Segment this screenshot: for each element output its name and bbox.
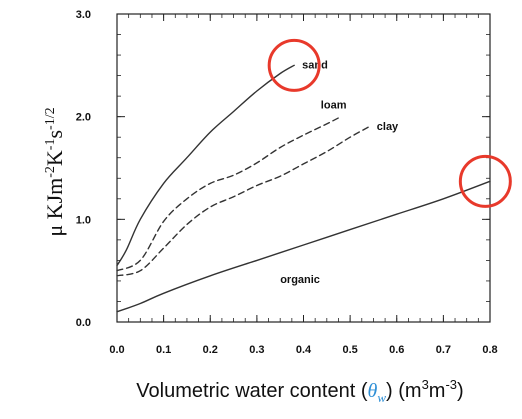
x-label-theta-sub: w [377,390,386,405]
y-label-exp3: -1/2 [43,107,58,130]
series-line-organic [116,180,491,313]
y-label-exp2: -1 [43,139,58,151]
x-label-suffix: ) (m [386,380,422,402]
y-label-exp1: -2 [43,166,58,178]
x-label-unit-mid: m [429,380,446,402]
y-label-k: K [42,150,67,166]
x-label-prefix: Volumetric water content ( [136,380,368,402]
x-label-unit-close: ) [457,380,464,402]
x-tick-label: 0.5 [342,344,357,356]
series-line-sand [116,64,295,267]
x-label-unit-exp2: -3 [445,377,457,392]
x-axis-label: Volumetric water content (θw) (m3m-3) [136,377,463,405]
series-label-organic: organic [280,274,320,286]
x-tick-label: 0.2 [203,344,218,356]
y-tick-label: 0.0 [76,317,91,329]
x-tick-label: 0.0 [109,344,124,356]
x-tick-label: 0.6 [389,344,404,356]
highlight-circle-sand [267,38,321,92]
series-label-clay: clay [377,121,399,133]
x-tick-label: 0.7 [436,344,451,356]
y-axis-label: μ KJm-2K-1s-1/2 [42,107,67,236]
series-label-loam: loam [321,100,347,112]
series-label-sand: sand [302,59,328,71]
y-tick-label: 2.0 [76,112,91,124]
y-label-s: s [42,130,67,139]
series-line-loam [116,116,342,272]
y-label-prefix: μ KJm [42,178,67,237]
highlight-circle-organic [458,154,512,208]
x-label-unit-exp1: 3 [422,377,429,392]
x-tick-label: 0.4 [296,344,312,356]
y-tick-label: 1.0 [76,214,91,226]
x-label-theta: θ [368,380,378,402]
y-tick-label: 3.0 [76,9,91,21]
x-tick-label: 0.8 [482,344,497,356]
x-tick-label: 0.3 [249,344,264,356]
x-tick-label: 0.1 [156,344,171,356]
series-line-clay [116,126,370,277]
plot-area: 0.0 0.1 0.2 0.3 0.4 0.5 0.6 0.7 0.8 0.0 1.0 2.0 3.0 s… [76,9,512,356]
